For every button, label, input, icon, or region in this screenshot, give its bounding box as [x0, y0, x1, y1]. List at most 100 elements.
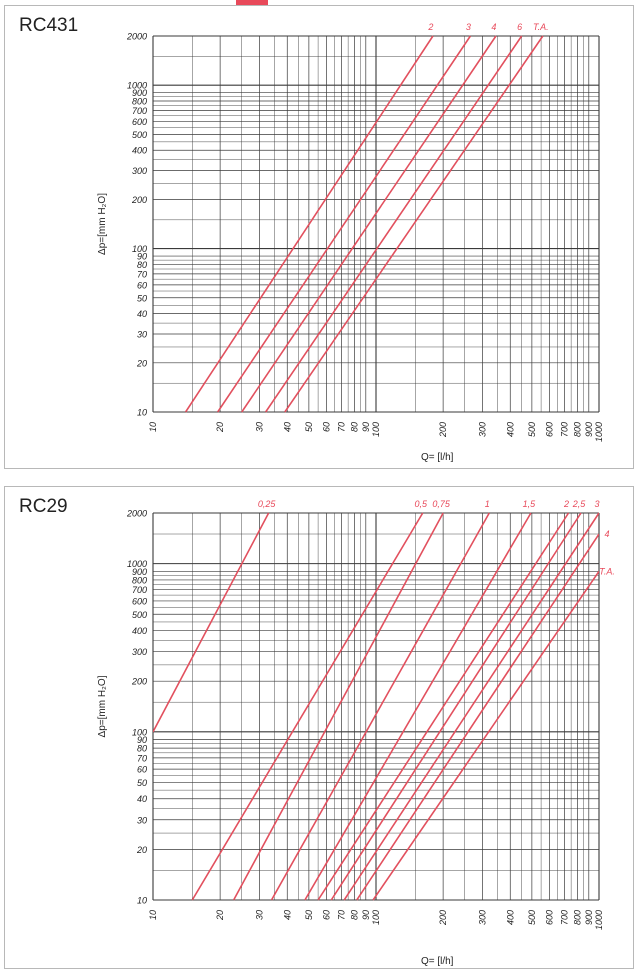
y-tick-label: 40 — [137, 794, 147, 804]
series-label-2: 0,75 — [432, 499, 451, 509]
y-tick-label: 90 — [137, 252, 147, 262]
y-tick-label: 10 — [137, 896, 147, 906]
y-tick-labels: 1020304050607080901002003004005006007008… — [126, 509, 147, 906]
y-tick-label: 10 — [137, 408, 147, 418]
y-tick-label: 200 — [131, 677, 147, 687]
y-tick-label: 90 — [137, 735, 147, 745]
y-tick-label: 60 — [137, 765, 147, 775]
series-line-5 — [317, 512, 570, 901]
x-axis-label: Q= [l/h] — [421, 956, 454, 967]
y-tick-label: 100 — [132, 244, 147, 254]
x-tick-label: 500 — [527, 910, 537, 925]
series-line-2 — [232, 512, 444, 901]
x-tick-label: 30 — [254, 422, 264, 432]
series-label-3: 6 — [517, 22, 522, 32]
series-group — [153, 512, 599, 901]
x-tick-label: 900 — [584, 910, 594, 925]
x-tick-label: 60 — [322, 422, 332, 432]
x-axis-label: Q= [l/h] — [421, 452, 454, 463]
y-tick-label: 2000 — [126, 509, 147, 519]
top-accent-mark — [236, 0, 268, 5]
x-tick-label: 90 — [361, 422, 371, 432]
x-tick-label: 800 — [572, 910, 582, 925]
x-tick-label: 30 — [254, 910, 264, 920]
y-tick-label: 700 — [132, 106, 147, 116]
x-tick-label: 100 — [371, 910, 381, 925]
series-line-1 — [191, 512, 424, 901]
x-tick-label: 400 — [505, 422, 515, 437]
x-tick-label: 700 — [559, 910, 569, 925]
y-tick-label: 900 — [132, 567, 147, 577]
top-accent-bar — [0, 0, 638, 5]
x-tick-label: 10 — [148, 422, 158, 432]
y-tick-label: 20 — [136, 358, 147, 368]
x-tick-labels: 10 20 30 40 50 60 70 80 90 100 200 300 400 500 600 700 8… — [148, 910, 604, 930]
x-tick-label: 90 — [361, 910, 371, 920]
series-line-9 — [372, 570, 599, 901]
series-line-3 — [264, 35, 523, 413]
x-tick-label: 70 — [336, 910, 346, 920]
x-tick-label: 70 — [336, 422, 346, 432]
y-tick-label: 100 — [132, 727, 147, 737]
series-label-2: 4 — [491, 22, 496, 32]
y-tick-label: 1000 — [127, 81, 147, 91]
y-tick-label: 70 — [137, 269, 147, 279]
series-label-0: 0,25 — [258, 499, 277, 509]
y-tick-label: 1000 — [127, 559, 147, 569]
y-tick-label: 400 — [132, 626, 147, 636]
x-tick-label: 300 — [477, 910, 487, 925]
y-tick-label: 800 — [132, 575, 147, 585]
y-tick-label: 50 — [137, 293, 147, 303]
x-tick-label: 200 — [438, 910, 448, 926]
x-tick-label: 400 — [505, 910, 515, 925]
series-line-1 — [217, 35, 472, 413]
x-tick-label: 900 — [584, 422, 594, 437]
x-tick-label: 100 — [371, 422, 381, 437]
series-line-0 — [184, 35, 434, 413]
y-tick-labels: 1020304050607080901002003004005006007008… — [126, 32, 147, 418]
series-line-6 — [330, 512, 582, 901]
series-label-6: 2,5 — [572, 499, 587, 509]
chart-rc431: 2 3 4 6 T.A.10203040506070809010020030040050… — [97, 22, 604, 463]
y-tick-label: 80 — [137, 260, 147, 270]
x-tick-label: 20 — [215, 422, 225, 433]
y-tick-label: 600 — [132, 117, 147, 127]
series-line-4 — [284, 35, 544, 413]
series-label-5: 2 — [563, 499, 569, 509]
x-tick-label: 500 — [527, 422, 537, 437]
y-tick-label: 700 — [132, 585, 147, 595]
y-tick-label: 60 — [137, 280, 147, 290]
y-tick-label: 2000 — [126, 32, 147, 42]
y-axis-label: Δp=[mm H₂O] — [97, 193, 108, 255]
y-tick-label: 300 — [132, 166, 147, 176]
series-label-3: 1 — [485, 499, 490, 509]
y-tick-label: 800 — [132, 97, 147, 107]
x-tick-label: 600 — [545, 910, 555, 925]
x-tick-label: 60 — [322, 910, 332, 920]
x-tick-label: 20 — [215, 910, 225, 921]
x-tick-label: 50 — [304, 422, 314, 432]
x-tick-label: 80 — [349, 422, 359, 432]
y-tick-label: 600 — [132, 596, 147, 606]
x-tick-label: 10 — [148, 910, 158, 920]
series-label-1: 0,5 — [414, 499, 428, 509]
series-labels: 0,25 0,5 0,75 1 1,5 2 2,5 3 4 T.A. — [258, 499, 615, 576]
y-tick-label: 900 — [132, 88, 147, 98]
chart-panel-rc29: RC29 0,25 0,5 0,75 1 1,5 2 2,5 3 4 T.A. 10 20 30 40 50… — [4, 486, 634, 969]
series-labels: 2 3 4 6 T.A. — [427, 22, 548, 32]
y-tick-label: 300 — [132, 647, 147, 657]
x-tick-label: 1000 — [594, 910, 604, 930]
grid-lines — [152, 35, 600, 413]
y-tick-label: 400 — [132, 146, 147, 156]
y-tick-label: 50 — [137, 778, 147, 788]
chart-rc29: 0,25 0,5 0,75 1 1,5 2 2,5 34T.A.102030405060708… — [97, 499, 615, 967]
chart-panel-rc431: RC431 2 3 4 6 T.A. 10 20 30 40 50 60 70 80 90 100 200 30… — [4, 5, 634, 469]
y-tick-label: 70 — [137, 753, 147, 763]
series-line-7 — [343, 512, 599, 901]
series-line-8 — [356, 533, 599, 901]
series-label-9: T.A. — [599, 566, 615, 576]
y-tick-label: 500 — [132, 130, 147, 140]
y-axis-label: Δp=[mm H₂O] — [97, 675, 108, 737]
x-tick-label: 40 — [282, 422, 292, 432]
series-group — [184, 35, 544, 413]
